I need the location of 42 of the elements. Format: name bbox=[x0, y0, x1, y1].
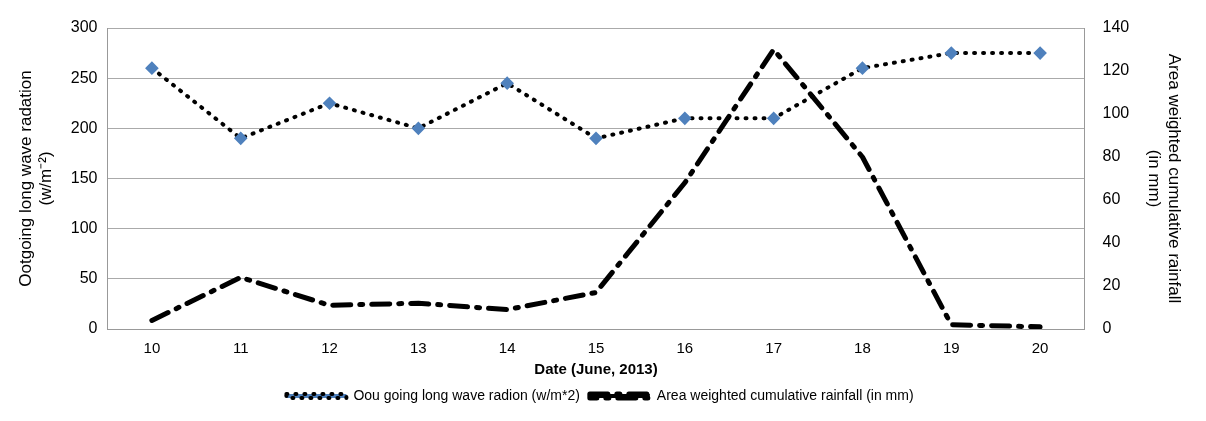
x-tick-label: 20 bbox=[1031, 339, 1049, 357]
point bbox=[856, 62, 869, 75]
legend-label: Oou going long wave radion (w/m*2) bbox=[353, 386, 580, 403]
y2-tick-label: 100 bbox=[1102, 104, 1130, 122]
x-tick-label: 14 bbox=[498, 339, 516, 357]
point bbox=[767, 112, 780, 125]
y-tick-label: 150 bbox=[70, 168, 98, 186]
point bbox=[945, 47, 958, 60]
y2-tick-label: 40 bbox=[1102, 233, 1121, 251]
y2-tick-label: 120 bbox=[1102, 61, 1130, 79]
y-tick-label: 200 bbox=[70, 118, 98, 136]
x-tick-label: 16 bbox=[676, 339, 694, 357]
point bbox=[323, 97, 336, 110]
point bbox=[145, 62, 158, 75]
y2-tick-label: 140 bbox=[1102, 18, 1130, 36]
x-tick-label: 12 bbox=[321, 339, 338, 357]
y2-tick-label: 60 bbox=[1102, 190, 1121, 208]
point bbox=[501, 77, 514, 90]
x-tick-label: 15 bbox=[587, 339, 605, 357]
y-tick-label: 100 bbox=[70, 219, 98, 237]
y2-tick-label: 0 bbox=[1102, 319, 1112, 337]
x-tick-label: 17 bbox=[765, 339, 782, 357]
point bbox=[590, 132, 602, 145]
point bbox=[234, 132, 247, 145]
y-tick-label: 250 bbox=[70, 68, 98, 86]
x-axis-title: Date (June, 2013) bbox=[534, 360, 658, 378]
x-tick-label: 18 bbox=[854, 339, 871, 357]
point bbox=[1034, 47, 1047, 60]
legend-label: Area weighted cumulative rainfall (in mm) bbox=[656, 386, 914, 403]
x-tick-label: 13 bbox=[410, 339, 427, 357]
y2-axis-title: Area weighted cumulative rainfall (in mm) bbox=[1144, 53, 1185, 304]
x-tick-label: 11 bbox=[232, 339, 249, 357]
y2-tick-label: 20 bbox=[1102, 276, 1121, 294]
x-tick-label: 10 bbox=[143, 339, 161, 357]
point bbox=[412, 122, 425, 135]
y-tick-label: 0 bbox=[88, 319, 98, 337]
x-tick-label: 19 bbox=[942, 339, 960, 357]
y-tick-label: 50 bbox=[79, 269, 98, 287]
y2-tick-label: 80 bbox=[1102, 147, 1121, 165]
y-axis-title: Ootgoing long wave radation (w/m⁻²) bbox=[15, 70, 56, 287]
y-tick-label: 300 bbox=[70, 18, 98, 36]
point bbox=[678, 112, 691, 125]
